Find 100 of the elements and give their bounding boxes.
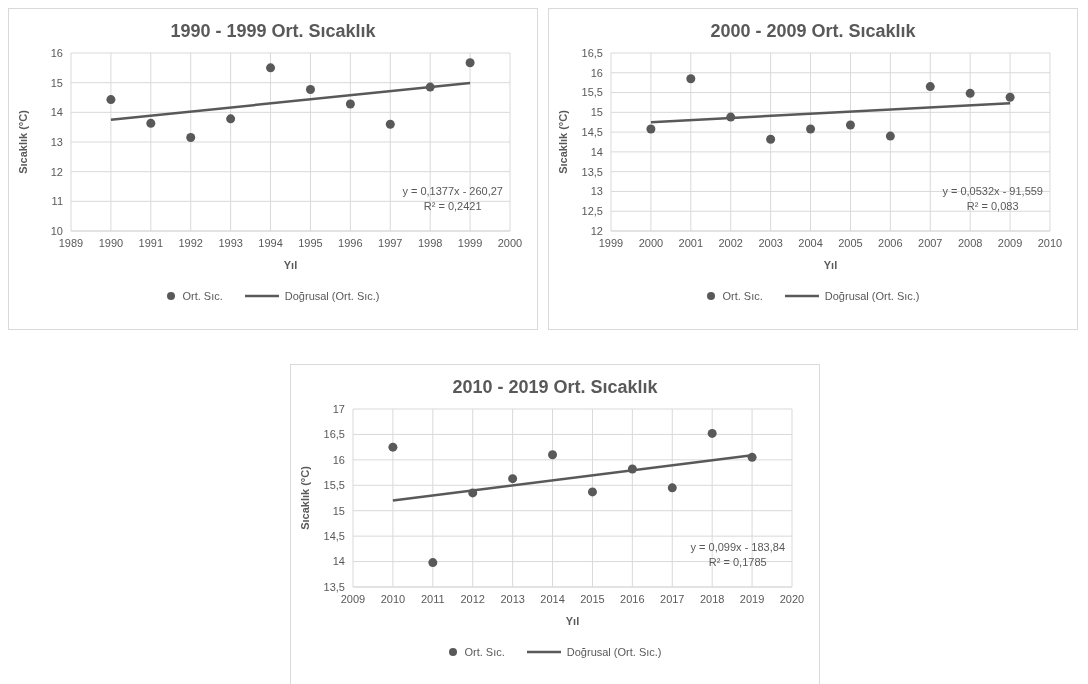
x-tick-label: 2014 [540, 592, 565, 605]
point [646, 124, 656, 134]
y-tick-label: 15,5 [581, 86, 603, 99]
x-axis-title: Yıl [565, 615, 580, 627]
x-tick-label: 2020 [779, 592, 805, 605]
x-tick-label: 2016 [620, 592, 645, 605]
y-tick-label: 11 [51, 195, 63, 208]
y-axis-title: Sıcaklık (°C) [298, 465, 311, 530]
point [747, 452, 757, 462]
y-tick-label: 12 [50, 165, 63, 178]
x-tick-label: 2007 [918, 236, 943, 249]
y-tick-label: 14,5 [581, 126, 603, 139]
x-tick-label: 1990 [98, 236, 124, 249]
annotation: R² = 0,1785 [707, 555, 768, 570]
legend-label: Doğrusal (Ort. Sıc.) [284, 290, 380, 302]
y-tick-label: 14 [590, 145, 603, 158]
x-tick-label: 1997 [378, 236, 403, 249]
x-tick-label: 2000 [638, 236, 664, 249]
point [925, 82, 935, 92]
legend-label: Doğrusal (Ort. Sıc.) [824, 290, 920, 302]
x-tick-label: 1994 [258, 236, 283, 249]
point [106, 95, 116, 105]
x-tick-label: 2010 [1037, 236, 1063, 249]
x-tick-label: 2001 [678, 236, 704, 249]
x-tick-label: 2019 [739, 592, 765, 605]
annotation: R² = 0,083 [965, 199, 1020, 214]
point [186, 133, 196, 143]
point [226, 114, 236, 124]
legend-label: Ort. Sıc. [722, 290, 763, 302]
y-tick-label: 14 [332, 555, 345, 568]
x-tick-label: 1999 [457, 236, 483, 249]
point [965, 88, 975, 98]
point [845, 120, 855, 130]
y-tick-label: 16 [332, 453, 345, 466]
y-tick-label: 15 [332, 504, 345, 517]
point [1005, 92, 1015, 102]
y-tick-label: 16 [590, 66, 603, 79]
point [686, 74, 696, 84]
x-tick-label: 1998 [417, 236, 443, 249]
point [266, 63, 276, 73]
x-tick-label: 2003 [758, 236, 783, 249]
x-tick-label: 2004 [798, 236, 823, 249]
point [627, 464, 637, 474]
point [885, 131, 895, 141]
point [766, 134, 776, 144]
point [425, 82, 435, 92]
y-tick-label: 16,5 [581, 46, 603, 59]
y-tick-label: 13 [590, 185, 603, 198]
x-tick-label: 2011 [420, 592, 445, 605]
point [726, 112, 736, 122]
point [385, 119, 395, 129]
x-tick-label: 2013 [500, 592, 525, 605]
point [305, 84, 315, 94]
x-tick-label: 1996 [338, 236, 363, 249]
y-tick-label: 15 [50, 76, 63, 89]
point [707, 428, 717, 438]
x-tick-label: 2005 [838, 236, 863, 249]
chart-title: 2010 - 2019 Ort. Sıcaklık [451, 377, 659, 398]
point [345, 99, 355, 109]
point [548, 450, 558, 460]
x-tick-label: 2015 [580, 592, 605, 605]
legend-label: Doğrusal (Ort. Sıc.) [566, 646, 662, 658]
x-tick-label: 2008 [957, 236, 983, 249]
x-tick-label: 1992 [178, 236, 203, 249]
y-tick-label: 12 [590, 224, 603, 237]
point [806, 124, 816, 134]
annotation: y = 0,0532x - 91,559 [942, 184, 1043, 199]
y-tick-label: 16,5 [323, 428, 345, 441]
x-tick-label: 2017 [660, 592, 685, 605]
point [587, 487, 597, 497]
point [667, 483, 677, 493]
x-tick-label: 2000 [497, 236, 523, 249]
y-tick-label: 14 [50, 106, 63, 119]
point [388, 442, 398, 452]
point [428, 558, 438, 568]
x-tick-label: 2018 [699, 592, 725, 605]
point [468, 488, 478, 498]
legend-label: Ort. Sıc. [182, 290, 223, 302]
y-tick-label: 14,5 [323, 530, 345, 543]
x-tick-label: 2006 [878, 236, 903, 249]
y-tick-label: 16 [50, 46, 63, 59]
x-tick-label: 2002 [718, 236, 743, 249]
y-tick-label: 13,5 [581, 165, 603, 178]
x-axis-title: Yıl [283, 259, 298, 271]
x-tick-label: 2009 [340, 592, 366, 605]
legend-label: Ort. Sıc. [464, 646, 505, 658]
annotation: y = 0,1377x - 260,27 [402, 184, 503, 199]
x-tick-label: 1993 [218, 236, 243, 249]
point [508, 474, 518, 484]
x-tick-label: 1999 [598, 236, 624, 249]
point [465, 58, 475, 68]
y-tick-label: 13 [50, 135, 63, 148]
y-tick-label: 17 [332, 402, 345, 415]
y-tick-label: 15,5 [323, 479, 345, 492]
y-axis-title: Sıcaklık (°C) [556, 109, 569, 174]
y-tick-label: 13,5 [323, 580, 345, 593]
y-axis-title: Sıcaklık (°C) [16, 109, 29, 174]
y-tick-label: 12,5 [581, 205, 603, 218]
chart-title: 1990 - 1999 Ort. Sıcaklık [169, 21, 377, 42]
x-tick-label: 2009 [997, 236, 1023, 249]
